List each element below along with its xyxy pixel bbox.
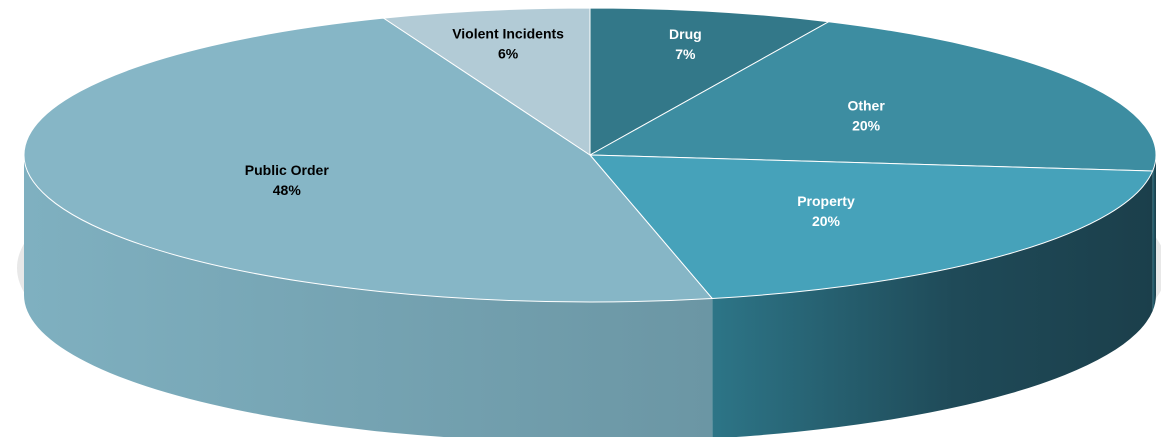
pie-side-property [712, 170, 1153, 437]
pie-slice-property [588, 154, 1154, 300]
pie-sides [24, 155, 1156, 437]
slice-name-violent-incidents: Violent Incidents [452, 25, 564, 41]
pie-side-public-order [24, 155, 713, 437]
slice-name-public-order: Public Order [245, 162, 330, 178]
slice-value-other: 20% [852, 118, 881, 134]
slice-value-violent-incidents: 6% [498, 45, 519, 61]
pie-labels: Drug 7% Other 20% Property 20% Public Order 48%… [245, 25, 886, 229]
pie-side-other [1152, 155, 1156, 311]
pie-slice-other [588, 21, 1157, 172]
slice-value-property: 20% [812, 213, 841, 229]
slice-name-drug: Drug [669, 26, 702, 42]
pie-slice-public-order [23, 17, 714, 303]
slice-value-public-order: 48% [273, 182, 302, 198]
pie-slice-violent-incidents [382, 7, 591, 156]
pie-slice-drug [589, 7, 831, 156]
slice-value-drug: 7% [675, 46, 696, 62]
slice-name-property: Property [797, 193, 855, 209]
pie-top [23, 7, 1157, 303]
slice-name-other: Other [847, 98, 885, 114]
